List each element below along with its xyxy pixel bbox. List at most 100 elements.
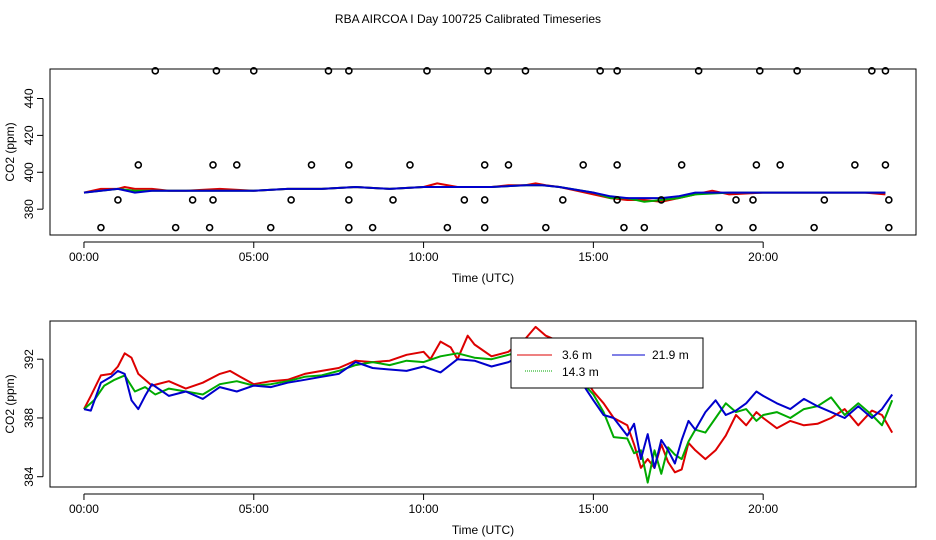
flag-marker: [881, 161, 890, 169]
top-x-tick-label: 20:00: [748, 250, 778, 264]
legend-label-3-6m: 3.6 m: [562, 348, 592, 362]
chart-title: RBA AIRCOA I Day 100725 Calibrated Times…: [335, 12, 601, 26]
flag-marker: [134, 161, 143, 169]
flag-marker: [151, 67, 160, 75]
legend-label-14-3m: 14.3 m: [562, 365, 599, 379]
flag-marker: [97, 223, 105, 232]
flag-marker: [406, 161, 414, 169]
flag-marker: [209, 196, 217, 204]
flag-marker: [345, 67, 353, 75]
flag-marker: [732, 196, 740, 204]
flag-marker: [205, 223, 214, 232]
bottom-y-tick-label: 392: [22, 349, 36, 369]
top-x-tick-label: 15:00: [578, 250, 608, 264]
flag-marker: [620, 223, 628, 232]
flag-marker: [613, 196, 621, 204]
bottom-y-label: CO2 (ppm): [3, 374, 17, 433]
top-flag-markers: [97, 67, 893, 232]
flag-marker: [114, 196, 122, 204]
flag-marker: [171, 223, 180, 232]
bottom-series-group: [83, 325, 894, 484]
flag-marker: [480, 161, 489, 169]
flag-marker: [345, 223, 353, 232]
flag-marker: [677, 161, 686, 169]
flag-marker: [188, 196, 197, 204]
top-y-label: CO2 (ppm): [3, 122, 17, 181]
flag-marker: [484, 67, 492, 75]
flag-marker: [749, 196, 757, 204]
flag-marker: [640, 223, 649, 232]
flag-marker: [613, 161, 621, 169]
top-y-tick-label: 400: [22, 162, 36, 182]
flag-marker: [776, 161, 784, 169]
flag-marker: [657, 196, 666, 204]
flag-marker: [868, 67, 876, 75]
top-series-group: [83, 182, 886, 203]
legend: 3.6 m 21.9 m 14.3 m: [510, 337, 704, 389]
top-x-tick-label: 10:00: [409, 250, 439, 264]
flag-marker: [480, 223, 489, 232]
flag-marker: [232, 161, 241, 169]
flag-marker: [885, 196, 893, 204]
bottom-x-tick-label: 15:00: [578, 502, 608, 516]
flag-marker: [504, 161, 513, 169]
bottom-x-tick-label: 10:00: [409, 502, 439, 516]
bottom-series-21-9-mline: [83, 346, 894, 469]
flag-marker: [307, 161, 316, 169]
flag-marker: [266, 223, 275, 232]
flag-marker: [443, 223, 452, 232]
flag-marker: [715, 223, 723, 232]
top-y-tick-label: 380: [22, 199, 36, 219]
bottom-x-tick-label: 05:00: [239, 502, 269, 516]
bottom-y-axis: 384 388 392: [22, 349, 44, 487]
flag-marker: [212, 67, 221, 75]
flag-marker: [579, 161, 587, 169]
bottom-x-label: Time (UTC): [452, 523, 514, 537]
flag-marker: [851, 161, 859, 169]
flag-marker: [389, 196, 397, 204]
flag-marker: [559, 196, 567, 204]
flag-marker: [881, 67, 890, 75]
flag-marker: [480, 196, 489, 204]
bottom-series-3-6-mline: [83, 325, 894, 474]
bottom-plot-frame: [49, 320, 917, 488]
flag-marker: [287, 196, 295, 204]
top-y-axis: 380 400 420 440: [22, 88, 44, 219]
bottom-panel: 384 388 392 00:00 05:00 10:00 15:00 20:00 3.6 …: [3, 320, 917, 537]
bottom-y-tick-label: 384: [22, 466, 36, 486]
bottom-series-14-3-mline: [83, 349, 894, 484]
flag-marker: [345, 161, 353, 169]
flag-marker: [793, 67, 801, 75]
flag-marker: [694, 67, 703, 75]
flag-marker: [249, 67, 258, 75]
top-plot-frame: [49, 68, 917, 236]
flag-marker: [755, 67, 764, 75]
flag-marker: [885, 223, 893, 232]
flag-marker: [749, 223, 757, 232]
flag-marker: [820, 196, 829, 204]
top-x-label: Time (UTC): [452, 271, 514, 285]
top-series-21-9-mline: [83, 184, 886, 200]
flag-marker: [209, 161, 217, 169]
top-panel: 380 400 420 440 00:00 05:00 10:00 15:00 20:00 T…: [3, 67, 917, 285]
flag-marker: [345, 196, 353, 204]
top-x-axis: 00:00 05:00 10:00 15:00 20:00: [69, 241, 779, 264]
bottom-x-tick-label: 20:00: [748, 502, 778, 516]
flag-marker: [324, 67, 333, 75]
flag-marker: [810, 223, 818, 232]
bottom-y-tick-label: 388: [22, 408, 36, 428]
bottom-x-tick-label: 00:00: [69, 502, 99, 516]
flag-marker: [521, 67, 530, 75]
top-x-tick-label: 00:00: [69, 250, 99, 264]
flag-marker: [368, 223, 377, 232]
flag-marker: [460, 196, 469, 204]
top-y-tick-label: 440: [22, 88, 36, 108]
legend-box: [510, 337, 704, 389]
flag-marker: [596, 67, 604, 75]
flag-marker: [752, 161, 761, 169]
top-x-tick-label: 05:00: [239, 250, 269, 264]
top-y-tick-label: 420: [22, 125, 36, 145]
flag-marker: [423, 67, 431, 75]
bottom-x-axis: 00:00 05:00 10:00 15:00 20:00: [69, 493, 779, 516]
